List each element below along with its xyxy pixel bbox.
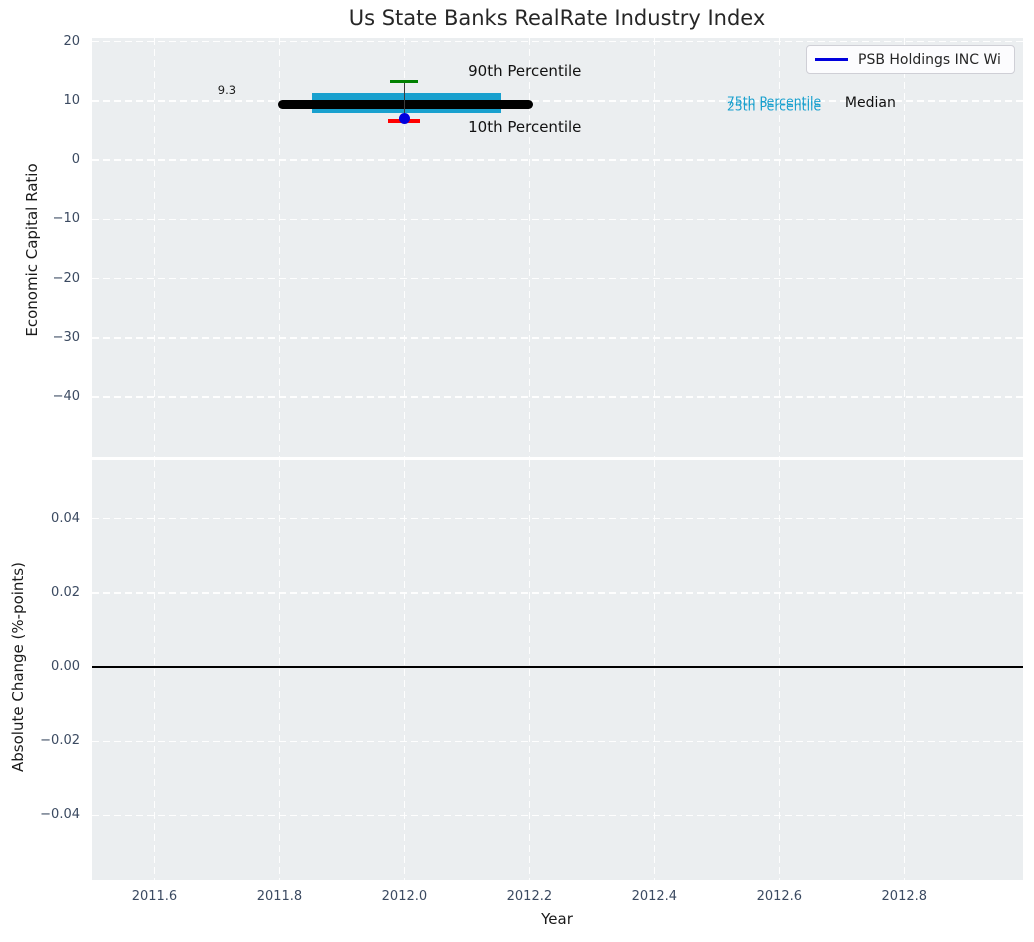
- gridline-horizontal: [92, 159, 1023, 161]
- gridline-horizontal: [92, 740, 1023, 742]
- company-dot: [398, 112, 410, 124]
- x-tick-label: 2011.6: [131, 889, 178, 904]
- annotation-9.3: 9.3: [217, 83, 237, 98]
- gridline-vertical: [778, 38, 780, 457]
- annotation-median: Median: [844, 94, 896, 111]
- x-axis-label: Year: [541, 910, 573, 928]
- gridline-horizontal: [92, 337, 1023, 339]
- gridline-horizontal: [92, 814, 1023, 817]
- gridline-vertical: [278, 38, 281, 457]
- y-tick-label: −30: [52, 329, 80, 345]
- chart-title: Us State Banks RealRate Industry Index: [348, 6, 766, 30]
- gridline-horizontal: [92, 218, 1023, 221]
- y-tick-label: 0.04: [51, 510, 80, 526]
- plot-background: [92, 460, 1023, 880]
- y-tick-label: −40: [52, 389, 80, 405]
- y-tick-label: −20: [52, 270, 80, 286]
- gridline-vertical: [653, 460, 656, 880]
- zero-line: [92, 666, 1023, 669]
- legend-label: PSB Holdings INC Wi: [858, 51, 1001, 68]
- y-tick-label: 20: [63, 33, 80, 49]
- gridline-horizontal: [92, 517, 1023, 520]
- gridline-vertical: [903, 460, 905, 880]
- x-tick-label: 2012.6: [756, 889, 803, 904]
- gridline-horizontal: [92, 277, 1023, 280]
- annotation-25th-percentile: 25th Percentile: [726, 98, 822, 114]
- gridline-vertical: [778, 460, 780, 880]
- y-tick-label: −0.02: [40, 733, 80, 749]
- x-tick-label: 2012.0: [381, 889, 428, 904]
- y-axis-label-top: Economic Capital Ratio: [23, 163, 41, 337]
- gridline-vertical: [403, 38, 406, 457]
- legend: PSB Holdings INC Wi: [806, 45, 1015, 74]
- annotation-75th-percentile: 75th Percentile: [726, 93, 822, 109]
- annotation-10th-percentile: 10th Percentile: [468, 118, 582, 137]
- gridline-vertical: [528, 38, 531, 457]
- y-tick-label: 0: [71, 152, 80, 168]
- gridline-vertical: [528, 460, 531, 880]
- gridline-vertical: [403, 460, 406, 880]
- median-line: [278, 100, 534, 110]
- gridline-vertical: [903, 38, 905, 457]
- gridline-vertical: [153, 460, 156, 880]
- gridline-vertical: [278, 460, 281, 880]
- y-tick-label: −0.04: [40, 807, 80, 823]
- gridline-vertical: [653, 38, 656, 457]
- x-tick-label: 2012.4: [631, 889, 678, 904]
- y-tick-label: −10: [52, 211, 80, 227]
- plot-background: [92, 38, 1023, 457]
- annotation-90th-percentile: 90th Percentile: [468, 62, 582, 81]
- y-tick-label: 0.02: [51, 584, 80, 600]
- gridline-horizontal: [92, 100, 1023, 102]
- gridline-vertical: [153, 38, 156, 457]
- x-tick-label: 2012.2: [506, 889, 553, 904]
- x-tick-label: 2012.8: [881, 889, 928, 904]
- legend-line-sample: [815, 58, 848, 61]
- x-tick-label: 2011.8: [256, 889, 303, 904]
- gridline-horizontal: [92, 592, 1023, 594]
- p90-cap: [390, 79, 419, 83]
- y-tick-label: 0.00: [51, 659, 80, 675]
- whisker-line: [403, 81, 405, 118]
- gridline-horizontal: [92, 40, 1023, 43]
- gridline-horizontal: [92, 396, 1023, 398]
- y-tick-label: 10: [63, 92, 80, 108]
